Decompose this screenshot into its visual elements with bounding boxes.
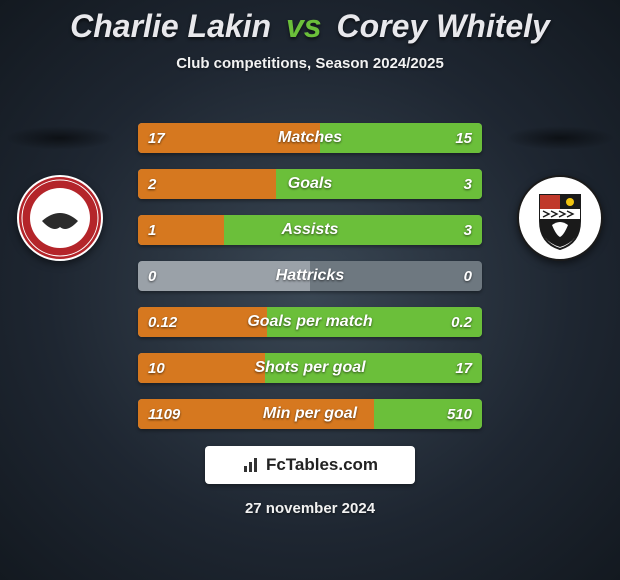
stat-value-left: 17 bbox=[148, 123, 165, 153]
bar-fill-right bbox=[276, 169, 482, 199]
club-badge-right bbox=[517, 175, 603, 261]
stat-value-left: 1109 bbox=[148, 399, 180, 429]
stat-value-right: 0 bbox=[464, 261, 472, 291]
bar-fill-left bbox=[138, 123, 320, 153]
subtitle: Club competitions, Season 2024/2025 bbox=[0, 55, 620, 72]
page-title: Charlie Lakin vs Corey Whitely bbox=[0, 0, 620, 45]
stat-row: 13Assists bbox=[138, 215, 482, 245]
stat-row: 00Hattricks bbox=[138, 261, 482, 291]
stat-row: 1715Matches bbox=[138, 123, 482, 153]
vs-text: vs bbox=[286, 8, 322, 44]
stat-value-right: 0.2 bbox=[451, 307, 472, 337]
bar-fill-right bbox=[267, 307, 482, 337]
stat-value-right: 15 bbox=[455, 123, 472, 153]
bar-fill-right bbox=[265, 353, 482, 383]
bar-base-left bbox=[138, 261, 310, 291]
shadow-right bbox=[505, 126, 615, 150]
player2-name: Corey Whitely bbox=[336, 8, 549, 44]
stat-row: 23Goals bbox=[138, 169, 482, 199]
stat-value-left: 10 bbox=[148, 353, 165, 383]
comparison-infographic: Charlie Lakin vs Corey Whitely Club comp… bbox=[0, 0, 620, 580]
bar-base-right bbox=[310, 261, 482, 291]
stat-value-left: 0 bbox=[148, 261, 156, 291]
bromley-crest-icon bbox=[517, 175, 603, 261]
source-label: FcTables.com bbox=[266, 455, 378, 475]
date-text: 27 november 2024 bbox=[0, 500, 620, 517]
stat-value-right: 510 bbox=[447, 399, 472, 429]
bar-fill-right bbox=[224, 215, 482, 245]
player1-name: Charlie Lakin bbox=[70, 8, 271, 44]
source-badge: FcTables.com bbox=[205, 446, 415, 484]
stat-value-left: 1 bbox=[148, 215, 156, 245]
stat-value-left: 2 bbox=[148, 169, 156, 199]
stat-value-right: 3 bbox=[464, 215, 472, 245]
bar-fill-left bbox=[138, 169, 276, 199]
stat-value-right: 17 bbox=[455, 353, 472, 383]
walsall-crest-icon bbox=[17, 175, 103, 261]
stat-value-right: 3 bbox=[464, 169, 472, 199]
shadow-left bbox=[5, 126, 115, 150]
stat-row: 0.120.2Goals per match bbox=[138, 307, 482, 337]
club-badge-left bbox=[17, 175, 103, 261]
stat-row: 1017Shots per goal bbox=[138, 353, 482, 383]
stat-value-left: 0.12 bbox=[148, 307, 177, 337]
comparison-bars: 1715Matches23Goals13Assists00Hattricks0.… bbox=[138, 123, 482, 445]
chart-icon bbox=[242, 456, 260, 474]
stat-row: 1109510Min per goal bbox=[138, 399, 482, 429]
